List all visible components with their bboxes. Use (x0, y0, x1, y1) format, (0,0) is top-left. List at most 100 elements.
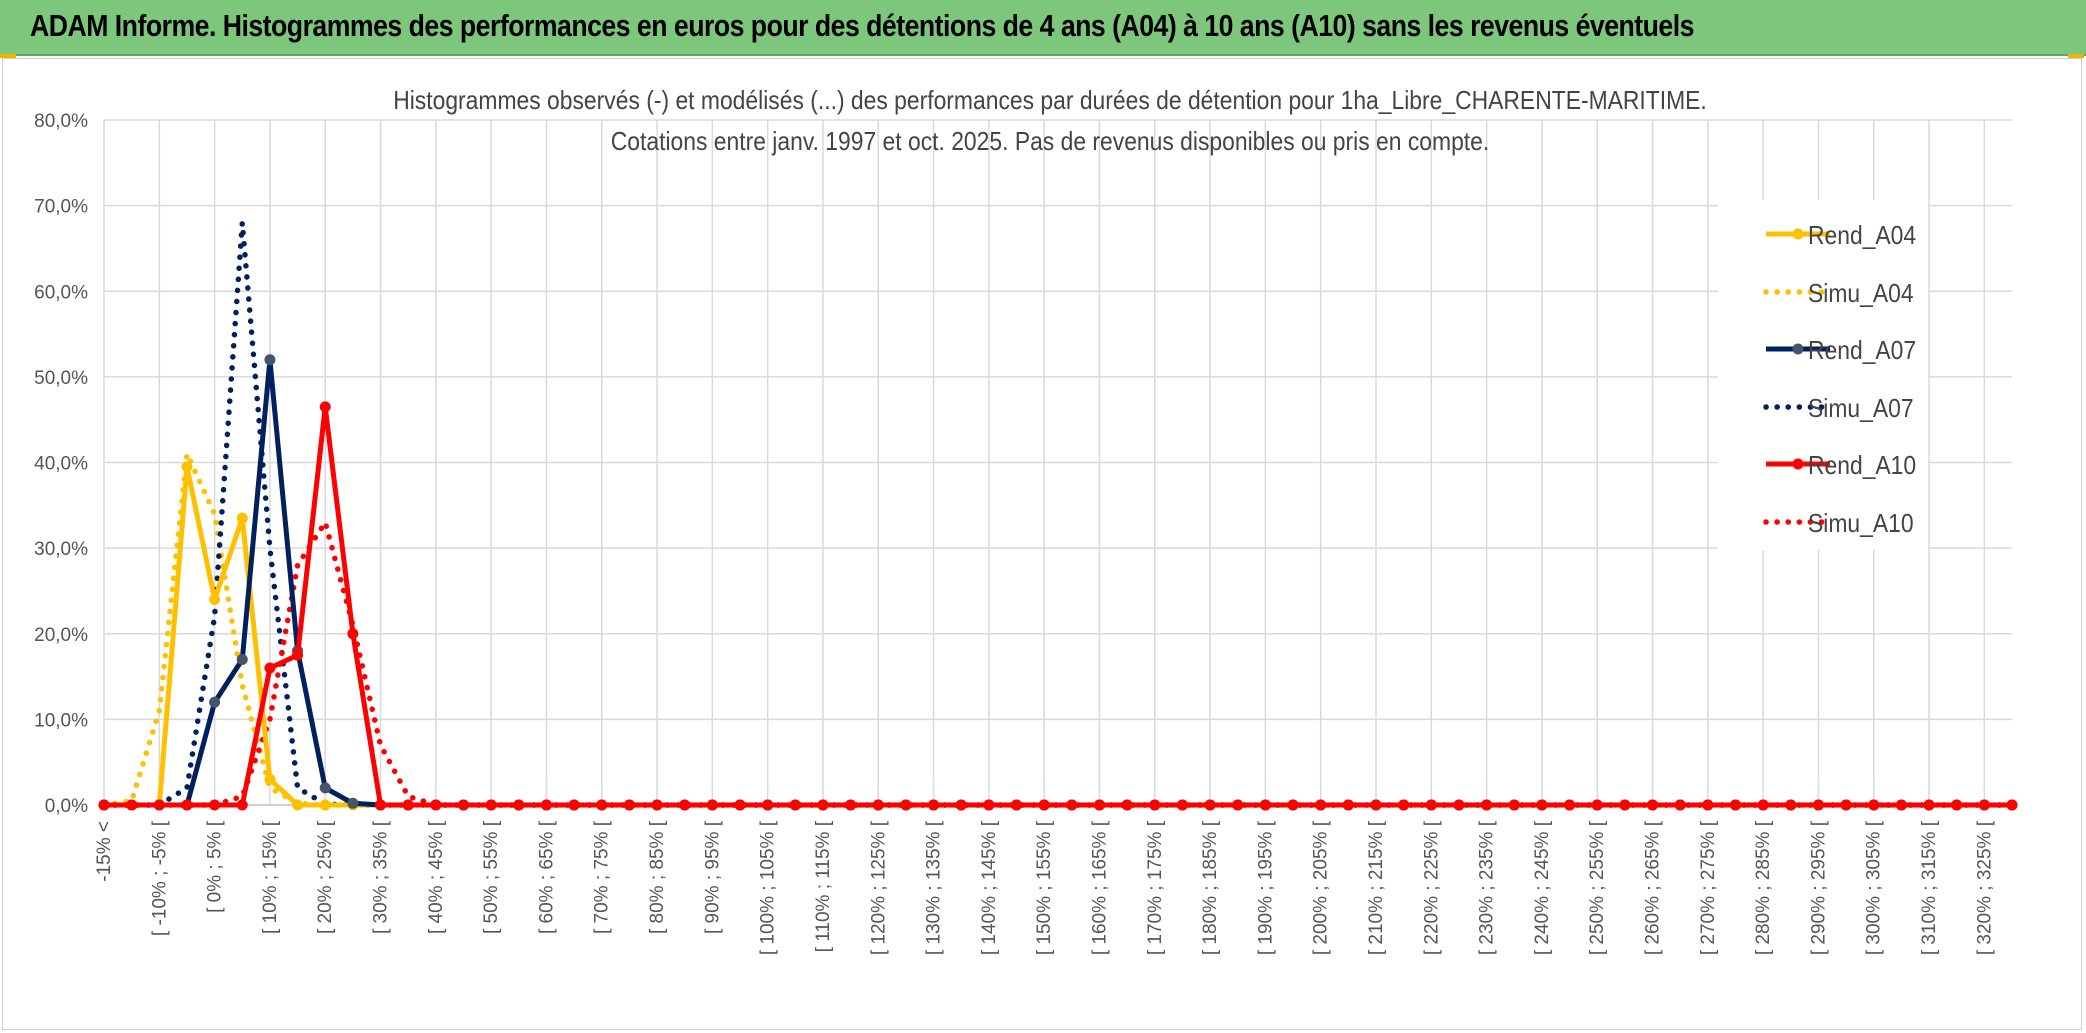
data-point-rend_a10 (264, 662, 276, 674)
x-tick-label: [ 270% ; 275% [ (1698, 820, 1719, 955)
data-point-rend_a10 (292, 649, 304, 661)
data-point-rend_a10 (1508, 799, 1520, 811)
series-line-rend_a10 (104, 404, 2012, 808)
data-point-rend_a10 (1287, 799, 1299, 811)
legend-label: Rend_A10 (1808, 450, 1917, 480)
data-point-rend_a10 (540, 799, 552, 811)
legend-item-simu_a04: Simu_A04 (1718, 272, 1928, 312)
x-tick-label: [ 170% ; 175% [ (1145, 820, 1166, 955)
data-point-rend_a10 (1232, 799, 1244, 811)
legend-swatch (1763, 403, 1832, 410)
legend-item-simu_a07: Simu_A07 (1718, 387, 1928, 427)
data-point-rend_a10 (98, 799, 110, 811)
data-point-rend_a10 (955, 799, 967, 811)
x-tick-label: [ 250% ; 255% [ (1587, 820, 1608, 955)
x-tick-label: -15% < (94, 821, 115, 882)
data-point-rend_a10 (789, 799, 801, 811)
data-point-rend_a10 (209, 799, 221, 811)
data-point-rend_a07 (209, 696, 221, 708)
legend-label: Rend_A07 (1808, 335, 1917, 365)
x-tick-label: [ 240% ; 245% [ (1532, 820, 1553, 955)
x-tick-label: [ 10% ; 15% [ (260, 820, 281, 934)
data-point-rend_a10 (457, 799, 469, 811)
x-tick-label: [ 110% ; 115% [ (813, 820, 834, 952)
data-point-rend_a10 (2006, 799, 2018, 811)
data-point-rend_a10 (651, 799, 663, 811)
data-point-rend_a10 (1204, 799, 1216, 811)
data-point-rend_a10 (153, 799, 165, 811)
data-point-rend_a10 (126, 799, 138, 811)
frame-corner-marker (0, 54, 16, 58)
data-point-rend_a10 (1315, 799, 1327, 811)
x-tick-label: [ 230% ; 235% [ (1477, 820, 1498, 955)
x-tick-label: [ 20% ; 25% [ (315, 820, 336, 934)
series-line-simu_a10 (101, 519, 2015, 808)
legend-item-rend_a10: Rend_A10 (1718, 444, 1928, 484)
data-point-rend_a10 (872, 799, 884, 811)
data-point-rend_a10 (1785, 799, 1797, 811)
x-tick-label: [ 260% ; 265% [ (1643, 820, 1664, 955)
data-point-rend_a10 (1370, 799, 1382, 811)
x-tick-label: [ 100% ; 105% [ (758, 820, 779, 955)
data-point-rend_a10 (236, 799, 248, 811)
data-point-rend_a10 (347, 628, 359, 640)
data-point-rend_a10 (1176, 799, 1188, 811)
data-point-rend_a10 (1840, 799, 1852, 811)
x-tick-label: [ 0% ; 5% [ (205, 820, 226, 913)
data-point-rend_a10 (319, 401, 331, 413)
x-tick-label: [ 200% ; 205% [ (1311, 820, 1332, 955)
y-tick-label: 30,0% (34, 539, 88, 560)
x-tick-label: [ 300% ; 305% [ (1864, 820, 1885, 955)
x-tick-label: [ 150% ; 155% [ (1034, 820, 1055, 955)
chart-title: Histogrammes observés (-) et modélisés (… (393, 85, 1707, 115)
data-point-rend_a10 (1536, 799, 1548, 811)
x-tick-label: [ 220% ; 225% [ (1421, 820, 1442, 955)
x-tick-label: [ 120% ; 125% [ (868, 820, 889, 955)
data-point-rend_a10 (1591, 799, 1603, 811)
y-tick-label: 50,0% (34, 368, 88, 389)
data-point-rend_a04 (209, 594, 221, 605)
data-point-rend_a10 (1564, 799, 1576, 811)
data-point-rend_a10 (596, 799, 608, 811)
data-point-rend_a10 (1259, 799, 1271, 811)
data-point-rend_a10 (817, 799, 829, 811)
data-point-rend_a10 (1868, 799, 1880, 811)
data-point-rend_a07 (319, 782, 331, 794)
x-tick-label: [ 320% ; 325% [ (1974, 820, 1995, 955)
data-point-rend_a10 (1453, 799, 1465, 811)
data-point-rend_a10 (1757, 799, 1769, 811)
y-tick-label: 70,0% (34, 197, 88, 218)
data-point-rend_a10 (375, 799, 387, 811)
data-point-rend_a10 (679, 799, 691, 811)
x-tick-label: [ 310% ; 315% [ (1919, 820, 1940, 955)
x-tick-label: [ 160% ; 165% [ (1089, 820, 1110, 955)
data-point-rend_a10 (1038, 799, 1050, 811)
data-point-rend_a10 (1619, 799, 1631, 811)
report-banner: ADAM Informe. Histogrammes des performan… (0, 0, 2086, 56)
x-tick-label: [ 130% ; 135% [ (924, 820, 945, 955)
x-tick-label: [ 40% ; 45% [ (426, 820, 447, 934)
data-point-rend_a10 (1121, 799, 1133, 811)
legend-label: Rend_A04 (1808, 220, 1917, 250)
data-point-rend_a10 (928, 799, 940, 811)
data-point-rend_a10 (513, 799, 525, 811)
data-point-rend_a10 (485, 799, 497, 811)
data-point-rend_a07 (264, 354, 276, 366)
x-tick-label: [ 30% ; 35% [ (371, 820, 392, 934)
legend-item-simu_a10: Simu_A10 (1718, 502, 1928, 542)
legend-swatch-marker (1792, 228, 1804, 240)
data-point-rend_a10 (430, 799, 442, 811)
data-point-rend_a10 (1978, 799, 1990, 811)
data-point-rend_a10 (1729, 799, 1741, 811)
legend-label: Simu_A07 (1808, 392, 1914, 423)
data-point-rend_a10 (734, 799, 746, 811)
x-tick-label: [ 140% ; 145% [ (979, 820, 1000, 955)
x-tick-label: [ 50% ; 55% [ (481, 820, 502, 934)
data-point-rend_a10 (1647, 799, 1659, 811)
legend-swatch (1766, 228, 1830, 240)
legend-swatch-marker (1792, 343, 1804, 355)
data-point-rend_a10 (1149, 799, 1161, 811)
data-point-rend_a10 (1066, 799, 1078, 811)
data-point-rend_a10 (1425, 799, 1437, 811)
